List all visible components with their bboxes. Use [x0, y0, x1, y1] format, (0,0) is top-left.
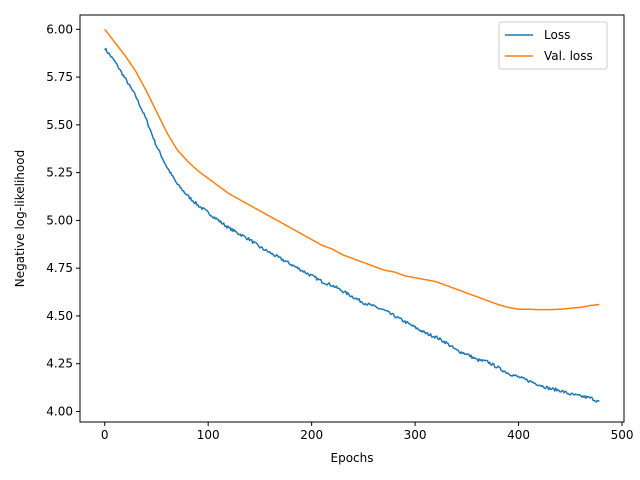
y-tick-label: 4.50 — [46, 309, 73, 323]
y-tick-label: 5.50 — [46, 118, 73, 132]
y-axis-label: Negative log-likelihood — [13, 150, 27, 287]
legend-box — [498, 21, 608, 70]
x-tick-label: 500 — [611, 428, 634, 442]
x-tick-label: 0 — [101, 428, 109, 442]
series-line-1 — [104, 28, 600, 311]
x-tick-label: 100 — [197, 428, 220, 442]
x-tick-label: 200 — [300, 428, 323, 442]
legend: Loss Val. loss — [498, 21, 608, 70]
y-tick-label: 6.00 — [46, 22, 73, 36]
x-axis-label: Epochs — [331, 451, 374, 465]
x-axis-ticks: 0 100 200 300 400 500 — [101, 422, 634, 442]
plot-lines — [104, 28, 600, 403]
y-tick-label: 5.00 — [46, 213, 73, 227]
axes-frame — [79, 14, 625, 423]
y-tick-label: 4.75 — [46, 261, 73, 275]
x-tick-label: 300 — [404, 428, 427, 442]
y-tick-label: 5.25 — [46, 166, 73, 180]
y-tick-label: 4.25 — [46, 357, 73, 371]
series-line-0 — [104, 47, 600, 403]
legend-label-loss: Loss — [544, 28, 570, 42]
y-axis-ticks: 4.00 4.25 4.50 4.75 5.00 5.25 5.50 5.75 6.00 — [46, 22, 80, 418]
legend-label-val-loss: Val. loss — [544, 49, 593, 63]
y-tick-label: 5.75 — [46, 70, 73, 84]
y-tick-label: 4.00 — [46, 404, 73, 418]
x-tick-label: 400 — [507, 428, 530, 442]
